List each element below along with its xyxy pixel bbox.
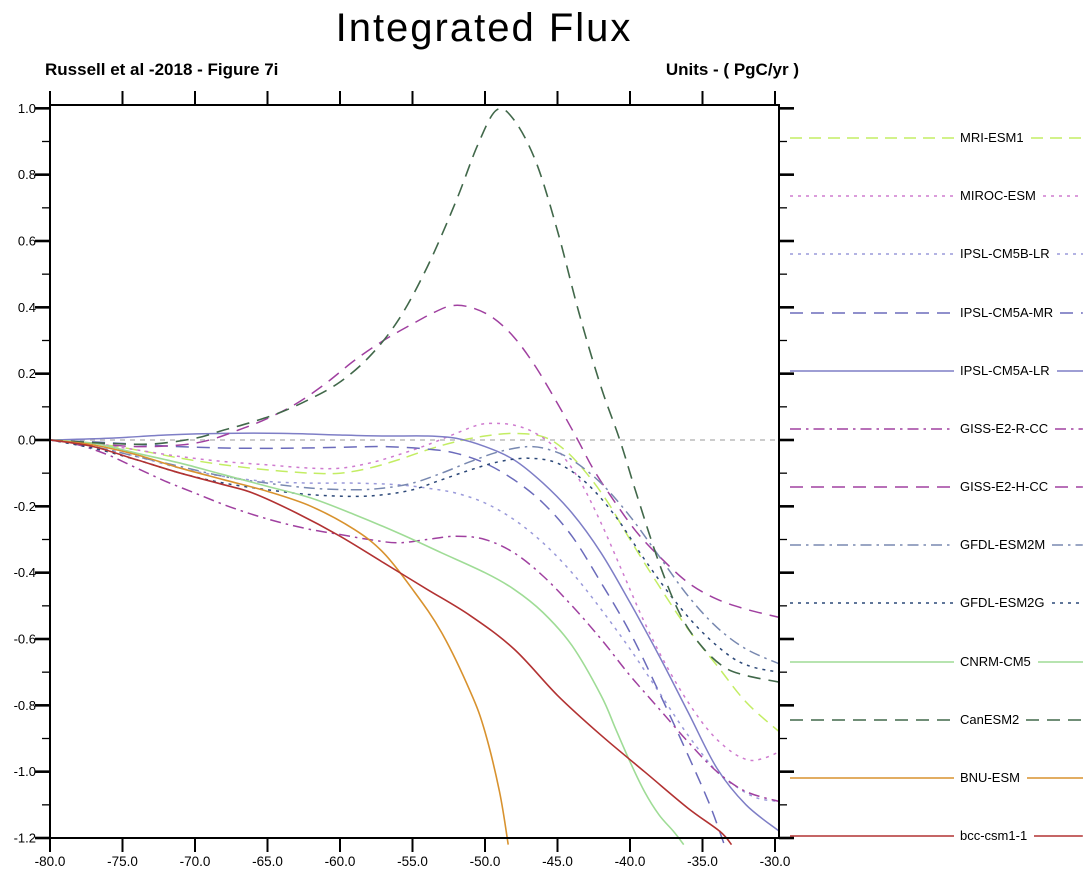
series-line-bcc-csm1-1 xyxy=(50,439,733,846)
units-label: Units - ( PgC/yr ) xyxy=(665,60,799,79)
legend-label: GFDL-ESM2G xyxy=(960,595,1045,611)
legend-label: GFDL-ESM2M xyxy=(960,537,1046,553)
legend-label: MRI-ESM1 xyxy=(960,130,1024,145)
legend-line-sample xyxy=(1051,602,1083,605)
legend-line-sample xyxy=(1060,311,1083,314)
legend-item-BNU-ESM: BNU-ESM xyxy=(788,770,1083,786)
legend-label: GISS-E2-H-CC xyxy=(960,479,1049,494)
legend-item-CanESM2: CanESM2 xyxy=(788,712,1083,728)
legend-line-sample xyxy=(1052,544,1083,546)
x-tick-label: -30.0 xyxy=(760,854,791,869)
chart-title: Integrated Flux xyxy=(335,6,633,50)
legend-line-sample xyxy=(790,428,954,430)
legend-item-IPSL-CM5A-LR: IPSL-CM5A-LR xyxy=(788,363,1083,379)
series-line-MRI-ESM1 xyxy=(50,432,779,733)
legend-line-sample xyxy=(1056,253,1083,256)
x-axis-ticks xyxy=(49,91,776,852)
series-line-IPSL-CM5A-LR xyxy=(50,432,779,832)
legend-line-sample xyxy=(790,137,954,139)
series-line-BNU-ESM xyxy=(50,439,509,845)
y-tick-label: -0.6 xyxy=(14,632,36,647)
legend-item-MIROC-ESM: MIROC-ESM xyxy=(788,188,1083,204)
y-axis-ticks xyxy=(35,107,794,840)
y-tick-label: 0.2 xyxy=(18,366,36,381)
legend-item-MRI-ESM1: MRI-ESM1 xyxy=(788,130,1083,146)
legend-item-bcc-csm1-1: bcc-csm1-1 xyxy=(788,828,1083,844)
legend-line-sample xyxy=(1026,718,1083,721)
legend-item-GFDL-ESM2M: GFDL-ESM2M xyxy=(788,537,1083,553)
x-tick-label: -60.0 xyxy=(325,854,356,869)
x-tick-label: -70.0 xyxy=(180,854,211,869)
series-line-CNRM-CM5 xyxy=(50,439,685,846)
y-tick-label: 0.6 xyxy=(18,233,36,248)
legend-line-sample xyxy=(790,544,954,546)
legend-line-sample xyxy=(790,777,954,779)
legend-label: MIROC-ESM xyxy=(960,188,1036,204)
y-tick-label: 0.0 xyxy=(18,433,36,448)
y-tick-label: 0.8 xyxy=(18,167,36,182)
legend-line-sample xyxy=(1042,195,1083,197)
legend-line-sample xyxy=(790,195,954,197)
series-line-GISS-E2-R-CC xyxy=(50,439,779,803)
legend-line-sample xyxy=(790,835,954,837)
x-tick-label: -45.0 xyxy=(542,854,573,869)
legend-line-sample xyxy=(790,660,954,663)
legend-item-IPSL-CM5A-MR: IPSL-CM5A-MR xyxy=(788,305,1083,321)
figure-source-label: Russell et al -2018 - Figure 7i xyxy=(45,60,279,79)
x-tick-label: -75.0 xyxy=(107,854,138,869)
series-line-GFDL-ESM2G xyxy=(50,439,779,673)
plot-frame xyxy=(49,104,780,839)
x-tick-label: -80.0 xyxy=(35,854,66,869)
legend-line-sample xyxy=(1056,369,1083,372)
chart-legend: MRI-ESM1 MIROC-ESM IPSL-CM5B-LR IPSL-CM5A-M… xyxy=(788,0,1083,876)
series-line-IPSL-CM5A-MR xyxy=(50,439,726,845)
x-tick-label: -50.0 xyxy=(470,854,501,869)
series-line-GFDL-ESM2M xyxy=(50,439,779,665)
series-line-IPSL-CM5B-LR xyxy=(50,439,779,803)
x-tick-label: -40.0 xyxy=(615,854,646,869)
legend-item-CNRM-CM5: CNRM-CM5 xyxy=(788,654,1083,670)
series-line-GISS-E2-H-CC xyxy=(50,304,779,619)
y-tick-label: -0.8 xyxy=(14,698,36,713)
legend-line-sample xyxy=(790,311,954,314)
x-axis-labels: -80.0 -75.0 -70.0 -65.0 -60.0 -55.0 -50.0 -45.0… xyxy=(35,854,791,869)
legend-label: CNRM-CM5 xyxy=(960,653,1031,669)
legend-line-sample xyxy=(790,718,954,721)
legend-label: BNU-ESM xyxy=(960,769,1020,785)
legend-item-GISS-E2-R-CC: GISS-E2-R-CC xyxy=(788,421,1083,437)
legend-item-IPSL-CM5B-LR: IPSL-CM5B-LR xyxy=(788,246,1083,262)
legend-line-sample xyxy=(1030,137,1083,139)
y-tick-label: -1.0 xyxy=(14,764,36,779)
legend-line-sample xyxy=(790,369,954,372)
legend-line-sample xyxy=(1055,486,1083,488)
legend-item-GISS-E2-H-CC: GISS-E2-H-CC xyxy=(788,479,1083,495)
legend-item-GFDL-ESM2G: GFDL-ESM2G xyxy=(788,595,1083,611)
legend-label: CanESM2 xyxy=(960,711,1020,727)
y-tick-label: -0.2 xyxy=(14,499,36,514)
legend-label: IPSL-CM5A-LR xyxy=(960,362,1050,378)
legend-line-sample xyxy=(1034,835,1083,837)
x-tick-label: -65.0 xyxy=(252,854,283,869)
legend-line-sample xyxy=(1026,777,1083,779)
y-tick-label: -0.4 xyxy=(14,565,36,580)
y-axis-labels: 1.0 0.8 0.6 0.4 0.2 0.0 -0.2 -0.4 -0.6 -0.8 -1.0 -1… xyxy=(14,101,36,846)
legend-label: IPSL-CM5A-MR xyxy=(960,304,1054,320)
y-tick-label: 1.0 xyxy=(18,101,36,116)
legend-label: IPSL-CM5B-LR xyxy=(960,246,1050,262)
series-curves xyxy=(50,107,779,846)
x-tick-label: -55.0 xyxy=(397,854,428,869)
legend-line-sample xyxy=(1055,428,1083,430)
legend-line-sample xyxy=(1037,660,1083,663)
legend-line-sample xyxy=(790,486,954,488)
legend-label: bcc-csm1-1 xyxy=(960,828,1028,843)
y-tick-label: -1.2 xyxy=(14,831,36,846)
legend-line-sample xyxy=(790,253,954,256)
x-tick-label: -35.0 xyxy=(687,854,718,869)
y-tick-label: 0.4 xyxy=(18,300,36,315)
series-line-CanESM2 xyxy=(50,107,779,683)
legend-line-sample xyxy=(790,602,954,605)
legend-label: GISS-E2-R-CC xyxy=(960,420,1049,436)
